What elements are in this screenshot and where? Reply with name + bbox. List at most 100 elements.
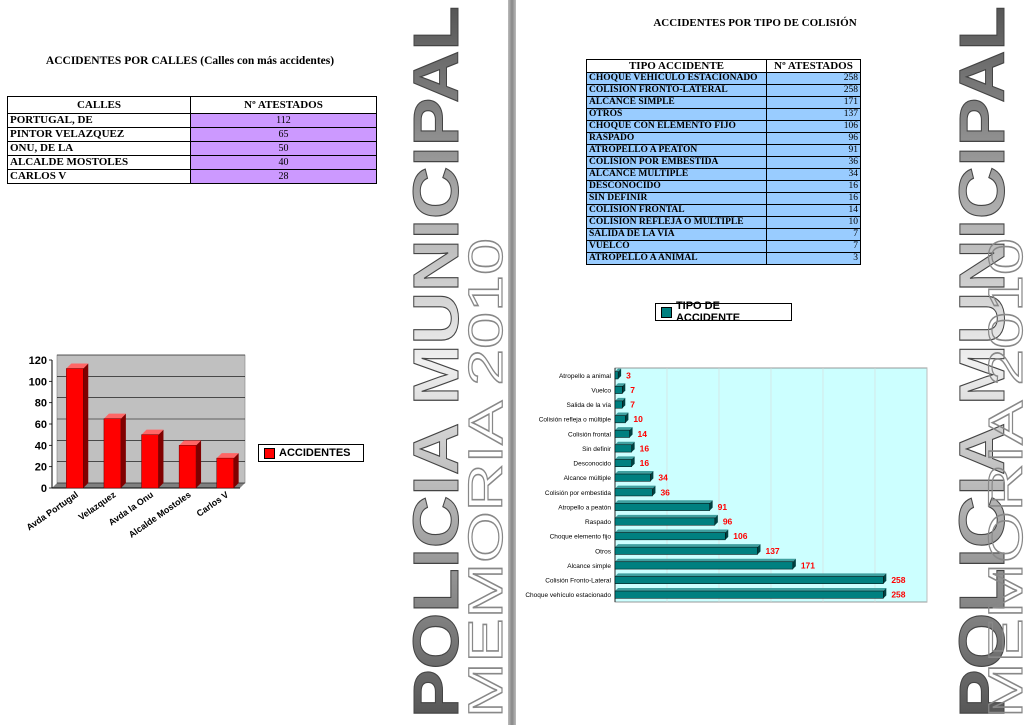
y-tick-label: 40 — [35, 440, 47, 452]
type-name: COLISION FRONTAL — [586, 204, 767, 217]
types-chart-legend: TIPO DE ACCIDENTE — [655, 300, 792, 324]
bar-side — [622, 397, 626, 409]
y-tick-label: Desconocido — [573, 461, 611, 468]
data-label: 36 — [660, 487, 670, 497]
bar-side — [625, 412, 629, 423]
table-row: ATROPELLO A ANIMAL 3 — [586, 252, 861, 265]
y-tick-label: Alcance simple — [567, 563, 611, 570]
collision-types-table: TIPO ACCIDENTE Nº ATESTADOS CHOQUE VEHIC… — [586, 59, 861, 265]
bar — [614, 444, 632, 453]
bar — [614, 386, 623, 394]
type-count: 3 — [766, 252, 861, 265]
bar-top — [615, 500, 713, 504]
bar-side — [120, 413, 126, 488]
street-name: PINTOR VELAZQUEZ — [7, 127, 191, 142]
type-count: 14 — [766, 204, 861, 217]
data-label: 3 — [626, 370, 631, 380]
table-row: SIN DEFINIR 16 — [586, 192, 861, 205]
y-tick-label: Choque elemento fijo — [550, 534, 612, 541]
street-name: ALCALDE MOSTOLES — [7, 155, 191, 170]
bar — [614, 561, 794, 570]
table-row: SALIDA DE LA VIA 7 — [586, 228, 861, 241]
bar-side — [792, 558, 796, 570]
x-tick-label: Avda Portugal — [24, 489, 79, 532]
type-count: 96 — [766, 132, 861, 145]
data-label: 7 — [630, 400, 635, 410]
type-name: VUELCO — [586, 240, 767, 253]
type-count: 258 — [766, 84, 861, 97]
x-tick-label: Alcalde Mostoles — [127, 489, 193, 539]
bar-side — [650, 471, 654, 482]
bar — [614, 371, 619, 380]
street-count: 65 — [190, 127, 377, 142]
types-header-name: TIPO ACCIDENTE — [586, 59, 767, 73]
bar-side — [709, 500, 713, 511]
table-row: VUELCO 7 — [586, 240, 861, 253]
bar-top — [615, 368, 622, 372]
legend-swatch-teal — [661, 306, 672, 318]
type-count: 34 — [766, 168, 861, 181]
bar-top — [615, 544, 761, 548]
bar-side — [883, 573, 887, 584]
table-row: OTROS 137 — [586, 108, 861, 121]
bar-top — [66, 363, 89, 369]
street-name: CARLOS V — [7, 169, 191, 184]
type-count: 171 — [766, 96, 861, 109]
bar — [178, 445, 197, 489]
type-count: 7 — [766, 240, 861, 253]
bar-top — [216, 453, 239, 459]
type-name: COLISION REFLEJA O MULTIPLE — [586, 216, 767, 229]
banner-text-memoria: MEMORIA 2010 — [460, 238, 513, 718]
y-tick-label: Salida de la vía — [567, 402, 612, 409]
data-label: 258 — [891, 590, 905, 600]
bar-top — [615, 588, 887, 592]
y-tick-label: Vuelco — [591, 387, 611, 394]
bar — [614, 503, 710, 511]
table-row: ATROPELLO A PEATON 91 — [586, 144, 861, 157]
bar-top — [141, 429, 164, 435]
data-label: 91 — [718, 502, 728, 512]
type-name: CHOQUE VEHICULO ESTACIONADO — [586, 72, 767, 85]
bar — [614, 473, 651, 482]
bar — [614, 400, 623, 409]
y-tick-label: Colisión frontal — [568, 431, 612, 438]
type-name: SIN DEFINIR — [586, 192, 767, 205]
data-label: 16 — [640, 443, 650, 453]
table-row: CHOQUE VEHICULO ESTACIONADO 258 — [586, 72, 861, 85]
type-name: ALCANCE SIMPLE — [586, 96, 767, 109]
table-row: RASPADO 96 — [586, 132, 861, 145]
bar-top — [615, 514, 718, 518]
data-label: 106 — [733, 531, 747, 541]
y-tick-label: 80 — [35, 398, 47, 410]
table-row: COLISION REFLEJA O MULTIPLE 10 — [586, 216, 861, 229]
bar-side — [714, 514, 718, 526]
table-row: COLISION FRONTAL 14 — [586, 204, 861, 217]
bar-top — [615, 441, 635, 445]
data-label: 14 — [638, 429, 648, 439]
bar-side — [725, 529, 729, 540]
bar — [614, 576, 884, 584]
bar-top — [615, 529, 729, 533]
collision-types-bar-chart: Atropello a animal 3 Vuelco 7 Salida de la v… — [525, 367, 928, 603]
bar-side — [622, 383, 626, 394]
type-count: 91 — [766, 144, 861, 157]
bar-top — [615, 383, 626, 387]
data-label: 258 — [891, 575, 905, 585]
street-count: 40 — [190, 155, 377, 170]
streets-chart-legend: ACCIDENTES — [258, 444, 364, 462]
y-tick-label: Colisión Fronto-Lateral — [545, 578, 611, 585]
streets-header-count: Nº ATESTADOS — [190, 96, 377, 114]
y-tick-label: Atropello a peatón — [558, 504, 611, 511]
bar-top — [615, 573, 887, 577]
y-tick-label: Colisión por embestida — [545, 490, 612, 497]
type-name: RASPADO — [586, 132, 767, 145]
y-tick-label: 0 — [41, 483, 47, 495]
table-row: PINTOR VELAZQUEZ 65 — [7, 127, 377, 142]
bar-top — [615, 427, 633, 431]
bar-top — [615, 456, 635, 460]
bar — [614, 459, 632, 467]
bar — [614, 517, 716, 526]
right-banner: POLICIA MUNICIPAL MEMORIA 2010 — [946, 0, 1024, 725]
bar-side — [233, 453, 239, 488]
bar-top — [615, 558, 796, 562]
